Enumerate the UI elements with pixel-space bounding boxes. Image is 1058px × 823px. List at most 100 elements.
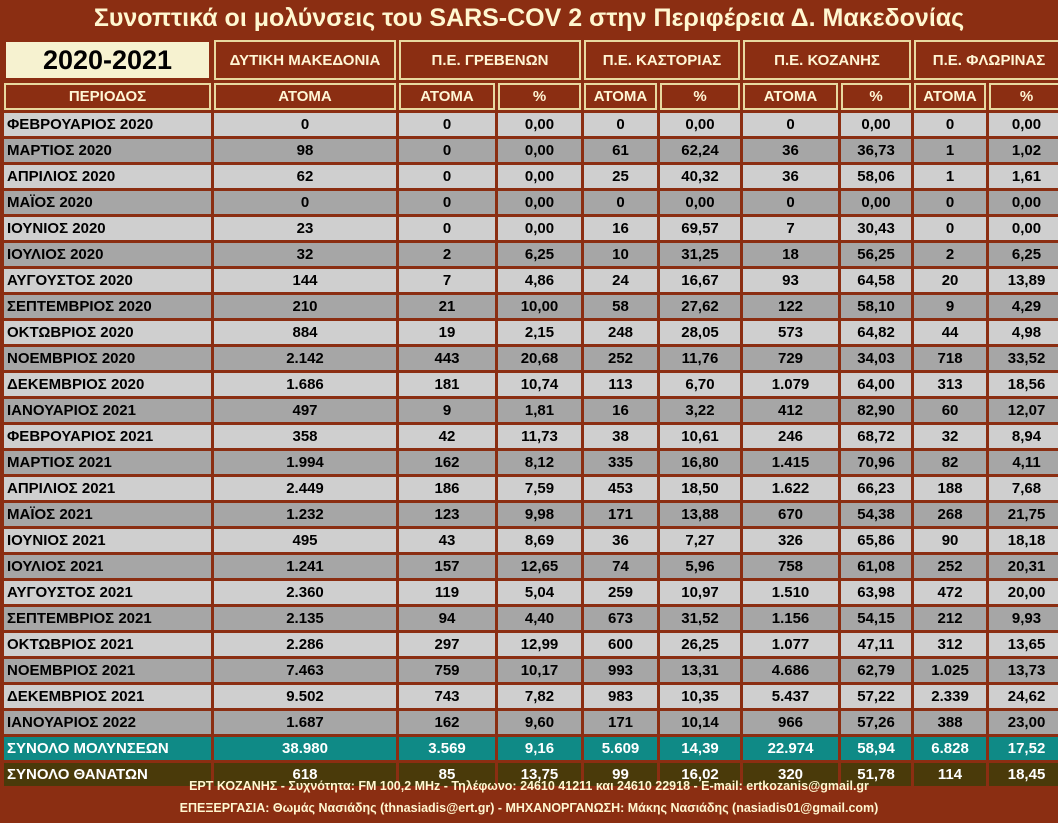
people-cell: 670 [743,503,839,526]
pct-cell: 66,23 [841,477,912,500]
total-cell: 22.974 [743,737,839,760]
pct-cell: 6,70 [660,373,741,396]
pct-cell: 20,31 [989,555,1058,578]
table-row: ΟΚΤΩΒΡΙΟΣ 2021 2.286 297 12,99 600 26,25 1.077… [4,633,1058,656]
pct-cell: 40,32 [660,165,741,188]
pct-cell: 4,11 [989,451,1058,474]
pct-cell: 20,68 [498,347,581,370]
period-cell: ΔΕΚΕΜΒΡΙΟΣ 2020 [4,373,211,396]
period-cell: ΜΑΪΟΣ 2021 [4,503,211,526]
pct-cell: 16,80 [660,451,741,474]
people-cell: 2.135 [214,607,396,630]
people-cell: 16 [584,399,657,422]
pct-cell: 0,00 [498,217,581,240]
people-cell: 0 [214,113,396,136]
pct-cell: 0,00 [989,217,1058,240]
total-cell: 58,94 [841,737,912,760]
period-cell: ΙΟΥΝΙΟΣ 2020 [4,217,211,240]
people-cell: 2.142 [214,347,396,370]
total-infections-label: ΣΥΝΟΛΟ ΜΟΛΥΝΣΕΩΝ [4,737,211,760]
pct-cell: 18,18 [989,529,1058,552]
pct-cell: 23,00 [989,711,1058,734]
total-cell: 3.569 [399,737,495,760]
header-row-columns: ΠΕΡΙΟΔΟΣ ΑΤΟΜΑ ΑΤΟΜΑ % ΑΤΟΜΑ % ΑΤΟΜΑ % Α… [4,83,1058,110]
people-cell: 0 [214,191,396,214]
total-cell: 85 [399,763,495,786]
pct-cell: 6,25 [498,243,581,266]
pct-cell: 33,52 [989,347,1058,370]
region-header-west-macedonia: ΔΥΤΙΚΗ ΜΑΚΕΔΟΝΙΑ [214,40,396,80]
pct-cell: 20,00 [989,581,1058,604]
people-cell: 10 [584,243,657,266]
column-header-pct: % [660,83,741,110]
pct-cell: 54,15 [841,607,912,630]
pct-cell: 10,17 [498,659,581,682]
total-deaths-row: ΣΥΝΟΛΟ ΘΑΝΑΤΩΝ 618 85 13,75 99 16,02 320… [4,763,1058,786]
column-header-pct: % [498,83,581,110]
pct-cell: 24,62 [989,685,1058,708]
pct-cell: 10,74 [498,373,581,396]
table-row: ΜΑΪΟΣ 2020 0 0 0,00 0 0,00 0 0,00 0 0,00 [4,191,1058,214]
period-cell: ΜΑΪΟΣ 2020 [4,191,211,214]
header-row-regions: 2020-2021 ΔΥΤΙΚΗ ΜΑΚΕΔΟΝΙΑ Π.Ε. ΓΡΕΒΕΝΩΝ… [4,40,1058,80]
people-cell: 0 [584,191,657,214]
period-cell: ΦΕΒΡΟΥΑΡΙΟΣ 2020 [4,113,211,136]
pct-cell: 0,00 [498,165,581,188]
people-cell: 58 [584,295,657,318]
people-cell: 1.687 [214,711,396,734]
period-cell: ΑΥΓΟΥΣΤΟΣ 2020 [4,269,211,292]
pct-cell: 9,98 [498,503,581,526]
column-header-pct: % [841,83,912,110]
pct-cell: 4,29 [989,295,1058,318]
region-header-kozani: Π.Ε. ΚΟΖΑΝΗΣ [743,40,912,80]
column-header-period: ΠΕΡΙΟΔΟΣ [4,83,211,110]
table-row: ΙΑΝΟΥΑΡΙΟΣ 2021 497 9 1,81 16 3,22 412 82,90 60 1… [4,399,1058,422]
pct-cell: 30,43 [841,217,912,240]
period-cell: ΝΟΕΜΒΡΙΟΣ 2020 [4,347,211,370]
pct-cell: 10,35 [660,685,741,708]
pct-cell: 13,88 [660,503,741,526]
column-header-people: ΑΤΟΜΑ [743,83,839,110]
people-cell: 7.463 [214,659,396,682]
people-cell: 36 [743,165,839,188]
pct-cell: 13,89 [989,269,1058,292]
pct-cell: 0,00 [841,113,912,136]
table-row: ΣΕΠΤΕΜΒΡΙΟΣ 2020 210 21 10,00 58 27,62 122 58,1… [4,295,1058,318]
total-cell: 6.828 [914,737,987,760]
total-cell: 14,39 [660,737,741,760]
people-cell: 0 [914,217,987,240]
pct-cell: 2,15 [498,321,581,344]
people-cell: 252 [584,347,657,370]
pct-cell: 12,65 [498,555,581,578]
people-cell: 36 [743,139,839,162]
people-cell: 246 [743,425,839,448]
period-cell: ΙΑΝΟΥΑΡΙΟΣ 2021 [4,399,211,422]
pct-cell: 68,72 [841,425,912,448]
pct-cell: 58,06 [841,165,912,188]
people-cell: 212 [914,607,987,630]
people-cell: 412 [743,399,839,422]
total-cell: 9,16 [498,737,581,760]
people-cell: 443 [399,347,495,370]
people-cell: 248 [584,321,657,344]
table-row: ΜΑΡΤΙΟΣ 2021 1.994 162 8,12 335 16,80 1.415 70,… [4,451,1058,474]
table-row: ΝΟΕΜΒΡΙΟΣ 2020 2.142 443 20,68 252 11,76 729 34… [4,347,1058,370]
people-cell: 93 [743,269,839,292]
pct-cell: 62,79 [841,659,912,682]
people-cell: 9 [399,399,495,422]
period-cell: ΙΟΥΛΙΟΣ 2021 [4,555,211,578]
pct-cell: 13,73 [989,659,1058,682]
pct-cell: 21,75 [989,503,1058,526]
people-cell: 16 [584,217,657,240]
pct-cell: 56,25 [841,243,912,266]
year-label: 2020-2021 [4,40,211,80]
people-cell: 252 [914,555,987,578]
total-cell: 99 [584,763,657,786]
total-cell: 13,75 [498,763,581,786]
people-cell: 312 [914,633,987,656]
pct-cell: 7,82 [498,685,581,708]
pct-cell: 13,31 [660,659,741,682]
people-cell: 188 [914,477,987,500]
pct-cell: 6,25 [989,243,1058,266]
people-cell: 0 [399,217,495,240]
